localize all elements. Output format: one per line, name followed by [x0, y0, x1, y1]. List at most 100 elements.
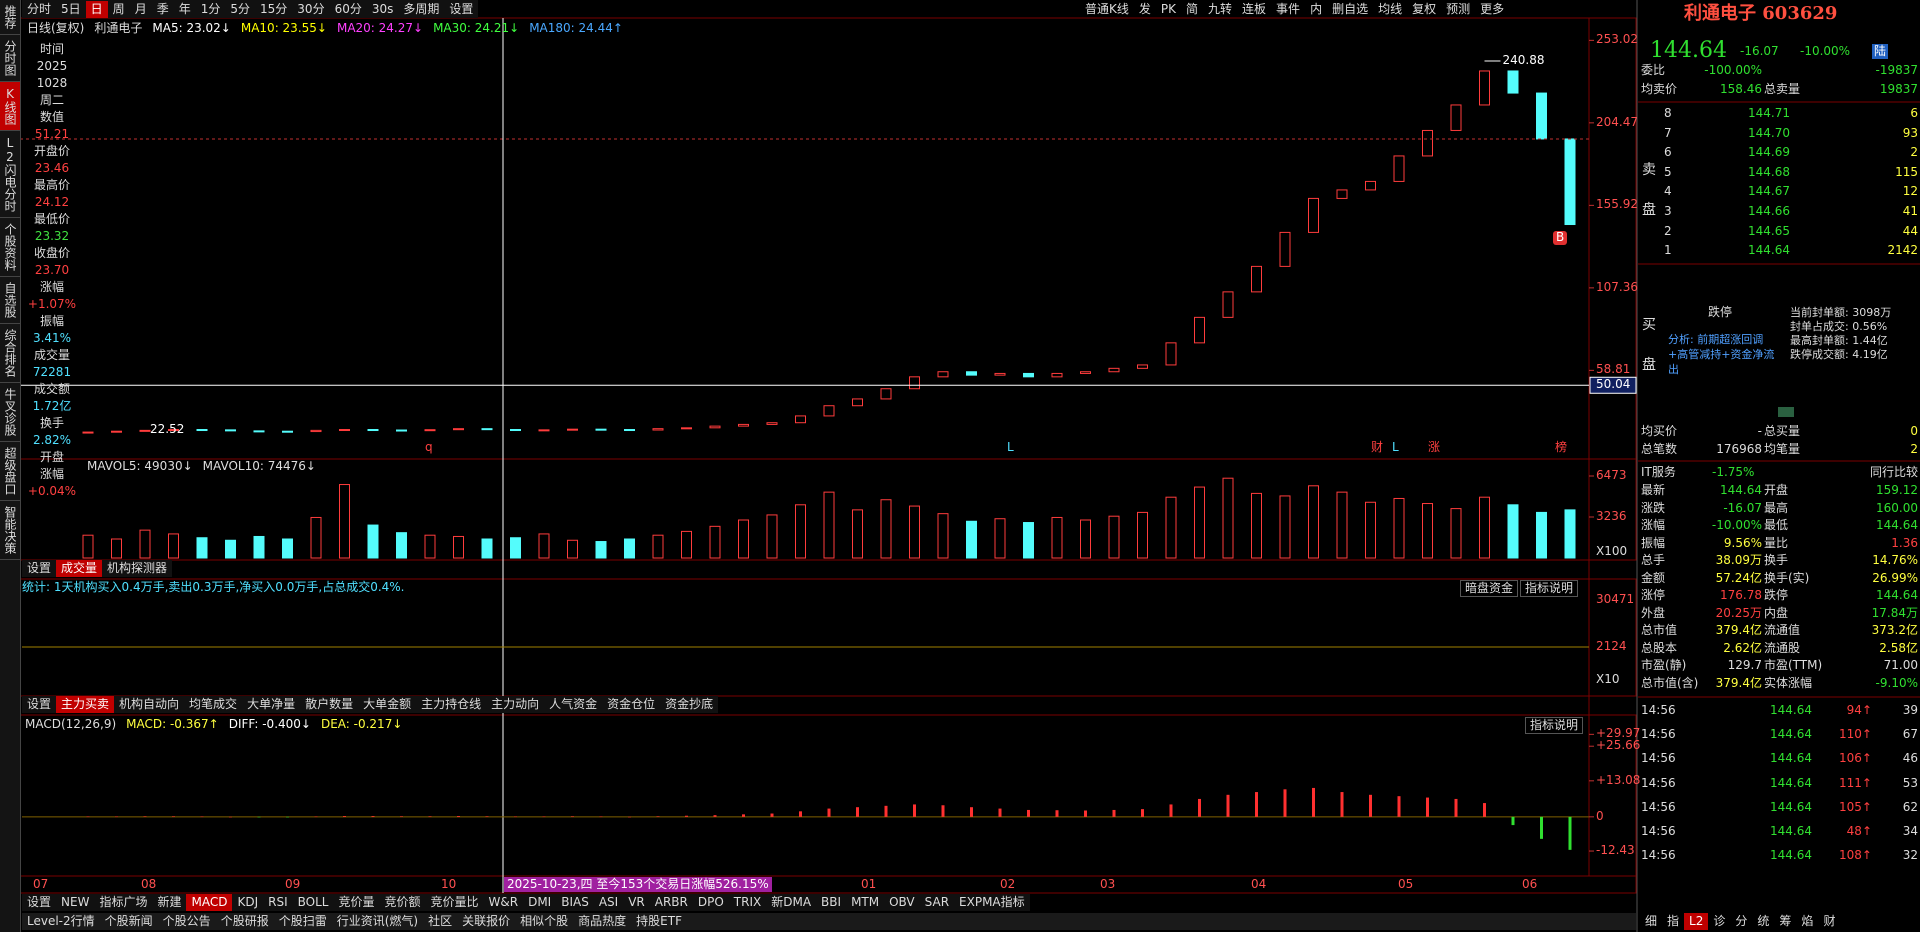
footer-tab[interactable]: 个股新闻: [104, 914, 153, 928]
indicator-tab[interactable]: 设置: [27, 895, 52, 909]
period-button[interactable]: 年: [178, 1, 191, 16]
volume-tab[interactable]: 机构探测器: [107, 561, 168, 575]
fund-tab[interactable]: 机构自动向: [119, 697, 180, 711]
period-button[interactable]: 5分: [230, 1, 251, 16]
button[interactable]: 暗盘资金: [1460, 580, 1519, 597]
right-footer-tab[interactable]: L2: [1684, 913, 1709, 930]
fund-tab[interactable]: 人气资金: [549, 697, 598, 711]
period-button[interactable]: 30s: [371, 1, 394, 16]
period-button[interactable]: 月: [134, 1, 147, 16]
indicator-tab[interactable]: 竞价额: [384, 895, 421, 909]
right-footer-tab[interactable]: 焰: [1801, 914, 1814, 928]
right-footer-tab[interactable]: 统: [1757, 914, 1770, 928]
period-button[interactable]: 季: [156, 1, 169, 16]
tool-button[interactable]: 九转: [1208, 1, 1233, 16]
tool-button[interactable]: 更多: [1480, 1, 1505, 16]
indicator-tab[interactable]: 竞价量比: [430, 895, 479, 909]
indicator-tab[interactable]: 竞价量: [338, 895, 375, 909]
footer-tab[interactable]: 个股扫雷: [278, 914, 327, 928]
tool-button[interactable]: 简: [1186, 1, 1199, 16]
right-footer-tab[interactable]: 指: [1667, 914, 1680, 928]
indicator-tab[interactable]: SAR: [924, 895, 950, 909]
indicator-tab[interactable]: KDJ: [237, 895, 259, 909]
tool-button[interactable]: 复权: [1412, 1, 1437, 16]
tool-button[interactable]: 均线: [1378, 1, 1403, 16]
fund-tab[interactable]: 均笔成交: [189, 697, 238, 711]
indicator-tab[interactable]: DPO: [697, 895, 724, 909]
period-button[interactable]: 15分: [260, 1, 288, 16]
fund-tab[interactable]: 设置: [27, 697, 52, 711]
indicator-tab[interactable]: EXPMA指标: [959, 895, 1025, 909]
indicator-tab[interactable]: OBV: [889, 895, 915, 909]
footer-tab[interactable]: 社区: [428, 914, 453, 928]
footer-tab[interactable]: 个股研报: [220, 914, 269, 928]
indicator-tab[interactable]: BIAS: [561, 895, 589, 909]
indicator-tab[interactable]: MACD: [186, 894, 233, 911]
period-button[interactable]: 多周期: [403, 1, 440, 16]
fund-tab[interactable]: 主力动向: [491, 697, 540, 711]
peer-compare[interactable]: 同行比较: [1869, 465, 1918, 479]
fund-tab[interactable]: 大单金额: [363, 697, 412, 711]
fund-tab[interactable]: 主力持仓线: [421, 697, 482, 711]
tool-button[interactable]: 发: [1138, 1, 1151, 16]
button[interactable]: 指标说明: [1520, 580, 1579, 597]
footer-tab[interactable]: Level-2行情: [27, 914, 95, 928]
indicator-tab[interactable]: NEW: [61, 895, 90, 909]
period-button[interactable]: 日: [85, 0, 108, 18]
footer-tab[interactable]: 商品热度: [578, 914, 627, 928]
fund-tab[interactable]: 大单净量: [247, 697, 296, 711]
fund-tab[interactable]: 资金抄底: [665, 697, 714, 711]
right-footer-tab[interactable]: 财: [1823, 914, 1836, 928]
tool-button[interactable]: 连板: [1242, 1, 1267, 16]
right-footer-tab[interactable]: 细: [1645, 914, 1658, 928]
tool-button[interactable]: PK: [1160, 1, 1176, 16]
tool-button[interactable]: 预测: [1446, 1, 1471, 16]
indicator-tab[interactable]: ARBR: [654, 895, 688, 909]
indicator-tab[interactable]: BOLL: [297, 895, 329, 909]
footer-tab[interactable]: 关联报价: [462, 914, 511, 928]
period-button[interactable]: 设置: [449, 1, 474, 16]
side-tab[interactable]: K线图: [0, 82, 20, 131]
indicator-tab[interactable]: TRIX: [733, 895, 762, 909]
side-tab[interactable]: L2闪电分时: [0, 131, 20, 218]
period-button[interactable]: 周: [112, 1, 125, 16]
period-button[interactable]: 分时: [27, 1, 52, 16]
fund-tab[interactable]: 资金仓位: [607, 697, 656, 711]
side-tab[interactable]: 牛叉诊股: [0, 383, 20, 442]
side-tab[interactable]: 自选股: [0, 277, 20, 324]
right-footer-tab[interactable]: 筹: [1779, 914, 1792, 928]
volume-tab[interactable]: 设置: [27, 561, 52, 575]
tool-button[interactable]: 删自选: [1332, 1, 1369, 16]
indicator-tab[interactable]: MTM: [851, 895, 880, 909]
tool-button[interactable]: 内: [1310, 1, 1323, 16]
indicator-tab[interactable]: BBI: [821, 895, 842, 909]
indicator-tab[interactable]: DMI: [528, 895, 552, 909]
footer-tab[interactable]: 持股ETF: [636, 914, 682, 928]
side-tab[interactable]: 个股资料: [0, 218, 20, 277]
indicator-tab[interactable]: 指标广场: [99, 895, 148, 909]
fund-tab[interactable]: 主力买卖: [56, 696, 115, 713]
indicator-tab[interactable]: 新建: [157, 895, 182, 909]
indicator-tab[interactable]: 新DMA: [771, 895, 812, 909]
side-tab[interactable]: 智能决策: [0, 501, 20, 560]
volume-tab[interactable]: 成交量: [56, 560, 103, 577]
indicator-tab[interactable]: ASI: [598, 895, 619, 909]
side-tab[interactable]: 综合排名: [0, 324, 20, 383]
right-footer-tab[interactable]: 诊: [1713, 914, 1726, 928]
footer-tab[interactable]: 相似个股: [520, 914, 569, 928]
tool-button[interactable]: 事件: [1276, 1, 1301, 16]
right-footer-tab[interactable]: 分: [1735, 914, 1748, 928]
indicator-tab[interactable]: RSI: [268, 895, 288, 909]
side-tab[interactable]: 推荐: [0, 0, 20, 35]
button[interactable]: 指标说明: [1525, 717, 1584, 734]
footer-tab[interactable]: 行业资讯(燃气): [336, 914, 419, 928]
period-button[interactable]: 30分: [297, 1, 325, 16]
indicator-tab[interactable]: VR: [628, 895, 645, 909]
side-tab[interactable]: 超级盘口: [0, 442, 20, 501]
period-button[interactable]: 5日: [61, 1, 81, 16]
tool-button[interactable]: 普通K线: [1085, 1, 1129, 16]
fund-tab[interactable]: 散户数量: [305, 697, 354, 711]
period-button[interactable]: 60分: [334, 1, 362, 16]
side-tab[interactable]: 分时图: [0, 35, 20, 82]
footer-tab[interactable]: 个股公告: [162, 914, 211, 928]
